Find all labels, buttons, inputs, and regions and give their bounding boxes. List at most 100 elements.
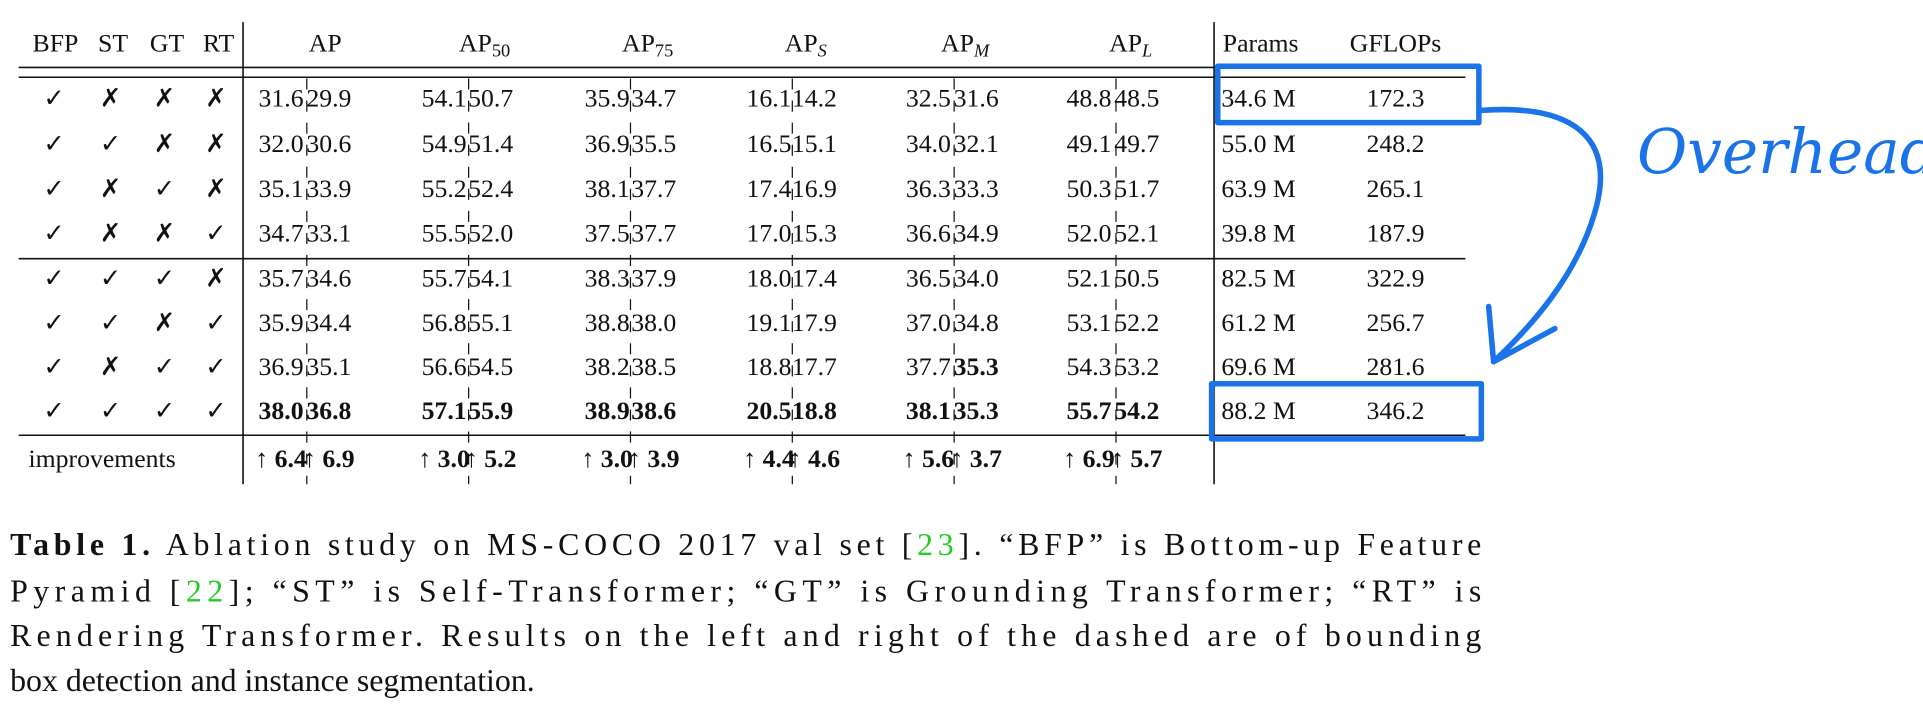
column-header: BFP (33, 28, 79, 57)
flag-cell: ✓ (43, 352, 65, 381)
params-cell: 39.8 M (1221, 218, 1295, 247)
value-cell: 55.7 (422, 264, 467, 293)
value-cell: 37.7 (631, 174, 676, 203)
value-cell: 56.8 (422, 308, 467, 337)
header-base: AP (459, 28, 492, 57)
annotation-arrow (1478, 106, 1604, 365)
value-cell: 50.5 (1114, 264, 1159, 293)
header-subscript: L (1141, 41, 1152, 61)
value-cell: 55.2 (422, 174, 467, 203)
value-cell: 52.4 (468, 174, 513, 203)
value-cell: 57.1 (422, 396, 467, 425)
value-cell: 52.1 (1114, 218, 1159, 247)
value-cell: 14.2 (792, 83, 837, 112)
flag-cell: ✗ (205, 129, 227, 158)
value-cell: 49.1 (1066, 129, 1111, 158)
improvement-cell: ↑ 3.0 (581, 444, 632, 473)
params-cell: 63.9 M (1221, 174, 1295, 203)
caption-text: ]. “BFP” is Bottom-up Feature (958, 527, 1481, 562)
value-cell: 36.5 (906, 264, 951, 293)
value-cell: 31.6 (954, 83, 999, 112)
flag-cell: ✓ (205, 396, 227, 425)
gflops-cell: 265.1 (1367, 174, 1425, 203)
column-header: GT (150, 28, 185, 57)
column-header: APM (941, 28, 991, 61)
improvement-cell: ↑ 3.9 (628, 444, 679, 473)
highlight-box (1214, 63, 1482, 126)
gflops-cell: 256.7 (1367, 308, 1425, 337)
value-cell: 32.0 (259, 129, 304, 158)
value-cell: 34.6 (306, 264, 351, 293)
value-cell: 37.5 (585, 218, 630, 247)
citation: 23 (917, 527, 954, 562)
caption-line: Pyramid [22]; “ST” is Self-Transformer; … (10, 574, 1481, 609)
value-cell: 38.2 (585, 352, 630, 381)
value-cell: 19.1 (746, 308, 791, 337)
header-base: AP (785, 28, 818, 57)
value-cell: 50.3 (1066, 174, 1111, 203)
gflops-cell: 172.3 (1367, 83, 1425, 112)
flag-cell: ✗ (100, 218, 122, 247)
value-cell: 34.7 (259, 218, 304, 247)
caption-text: box detection and instance segmentation. (10, 663, 535, 698)
flag-cell: ✓ (100, 129, 122, 158)
value-cell: 20.5 (746, 396, 791, 425)
value-cell: 52.0 (468, 218, 513, 247)
value-cell: 38.3 (585, 264, 630, 293)
value-cell: 53.1 (1066, 308, 1111, 337)
value-cell: 38.8 (585, 308, 630, 337)
flag-cell: ✓ (154, 352, 176, 381)
flag-cell: ✓ (43, 264, 65, 293)
value-cell: 54.1 (468, 264, 513, 293)
flag-cell: ✗ (154, 83, 176, 112)
value-cell: 34.0 (954, 264, 999, 293)
value-cell: 38.1 (906, 396, 951, 425)
gflops-cell: 187.9 (1367, 218, 1425, 247)
column-header: AP (309, 28, 342, 57)
value-cell: 48.8 (1066, 83, 1111, 112)
header-subscript: M (973, 41, 991, 61)
value-cell: 51.7 (1114, 174, 1159, 203)
header-base: AP (622, 28, 655, 57)
gflops-cell: 281.6 (1367, 352, 1425, 381)
value-cell: 34.4 (306, 308, 351, 337)
value-cell: 35.3 (954, 352, 999, 381)
flag-cell: ✓ (154, 264, 176, 293)
value-cell: 34.7 (631, 83, 676, 112)
improvement-cell: ↑ 4.4 (743, 444, 795, 473)
improvement-cell: ↑ 6.9 (303, 444, 354, 473)
value-cell: 35.5 (631, 129, 676, 158)
value-cell: 30.6 (306, 129, 351, 158)
flag-cell: ✗ (154, 308, 176, 337)
value-cell: 38.1 (585, 174, 630, 203)
header-subscript: S (818, 41, 827, 61)
value-cell: 18.0 (746, 264, 791, 293)
value-cell: 38.0 (631, 308, 676, 337)
flag-cell: ✓ (100, 396, 122, 425)
caption: Table 1. Ablation study on MS-COCO 2017 … (10, 527, 1481, 698)
header-base: AP (1109, 28, 1142, 57)
params-cell: 69.6 M (1221, 352, 1295, 381)
value-cell: 35.3 (954, 396, 999, 425)
value-cell: 37.9 (631, 264, 676, 293)
value-cell: 17.7 (792, 352, 837, 381)
value-cell: 36.8 (306, 396, 351, 425)
flag-cell: ✓ (154, 396, 176, 425)
arrow-head (1485, 303, 1558, 365)
value-cell: 55.9 (468, 396, 513, 425)
improvement-cell: ↑ 5.7 (1111, 444, 1163, 473)
value-cell: 17.4 (746, 174, 791, 203)
flag-cell: ✓ (43, 83, 65, 112)
caption-text: ]; “ST” is Self-Transformer; “GT” is Gro… (229, 574, 1482, 609)
flag-cell: ✓ (205, 308, 227, 337)
highlight-box (1208, 380, 1485, 442)
column-header: GFLOPs (1350, 28, 1442, 57)
improvement-cell: ↑ 4.6 (789, 444, 841, 473)
value-cell: 55.7 (1066, 396, 1111, 425)
flag-cell: ✗ (205, 264, 227, 293)
value-cell: 18.8 (792, 396, 837, 425)
value-cell: 15.3 (792, 218, 837, 247)
header-base: AP (941, 28, 974, 57)
row-label: improvements (28, 444, 175, 473)
value-cell: 36.3 (906, 174, 951, 203)
